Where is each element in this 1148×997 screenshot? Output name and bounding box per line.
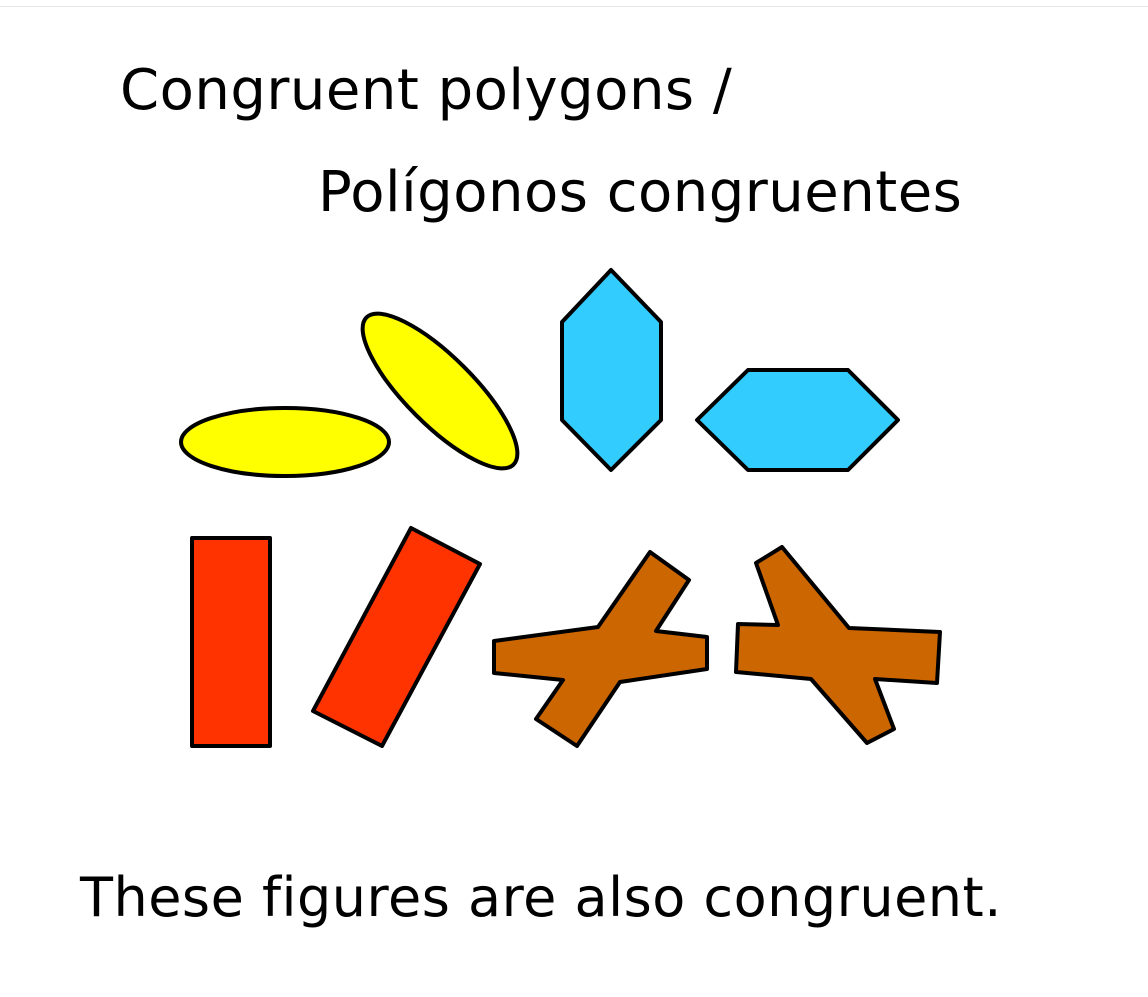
title-line-spanish: Polígonos congruentes bbox=[318, 160, 963, 225]
red-rectangle-upright bbox=[190, 536, 272, 748]
caption-text: These figures are also congruent. bbox=[80, 866, 1002, 929]
brown-cross-right bbox=[734, 545, 942, 745]
red-rectangle-tilted bbox=[311, 526, 482, 748]
blue-hexagon-horizontal bbox=[695, 368, 900, 472]
yellow-ellipse-horizontal bbox=[179, 406, 391, 478]
title-line-english: Congruent polygons / bbox=[120, 58, 733, 123]
yellow-ellipse-rotated bbox=[360, 311, 520, 471]
top-divider bbox=[0, 0, 1148, 7]
blue-hexagon-vertical bbox=[560, 268, 663, 472]
brown-cross-left bbox=[492, 550, 709, 748]
